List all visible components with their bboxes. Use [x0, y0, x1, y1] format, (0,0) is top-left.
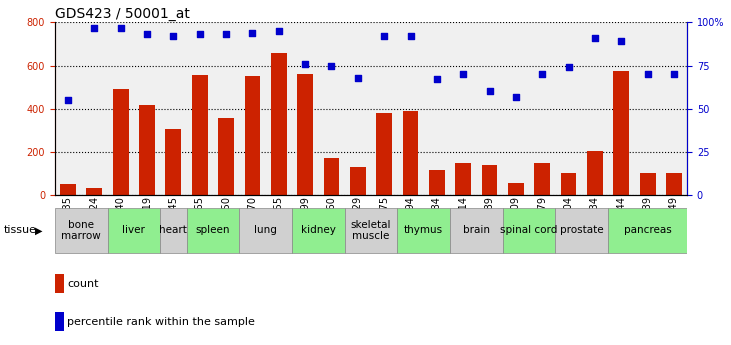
Bar [86, 188, 102, 195]
Bar [666, 173, 682, 195]
Bar [160, 208, 186, 253]
Point [273, 28, 284, 34]
Bar [482, 165, 497, 195]
Bar [403, 111, 418, 195]
Bar [271, 52, 287, 195]
Bar [556, 208, 608, 253]
Point [642, 71, 654, 77]
Text: GDS423 / 50001_at: GDS423 / 50001_at [55, 7, 190, 21]
Bar [239, 208, 292, 253]
Point [537, 71, 548, 77]
Point [88, 25, 100, 30]
Bar [455, 162, 471, 195]
Text: count: count [67, 279, 99, 289]
Point [352, 75, 363, 80]
Point [141, 32, 153, 37]
Bar [376, 113, 392, 195]
Point [115, 25, 126, 30]
Bar [450, 208, 503, 253]
Point [616, 39, 627, 44]
Point [563, 65, 575, 70]
Point [325, 63, 337, 68]
Text: heart: heart [159, 225, 187, 235]
Bar [186, 208, 239, 253]
Bar [503, 208, 556, 253]
Text: percentile rank within the sample: percentile rank within the sample [67, 317, 255, 327]
Point [62, 97, 74, 103]
Point [299, 61, 311, 67]
Text: skeletal
muscle: skeletal muscle [351, 220, 391, 241]
Bar [344, 208, 398, 253]
Text: bone
marrow: bone marrow [61, 220, 101, 241]
Text: lung: lung [254, 225, 277, 235]
Point [668, 71, 680, 77]
Text: kidney: kidney [301, 225, 336, 235]
Point [458, 71, 469, 77]
Bar [613, 71, 629, 195]
Bar [55, 208, 107, 253]
Bar [60, 184, 76, 195]
Bar [165, 129, 181, 195]
Bar [298, 74, 313, 195]
Text: spinal cord: spinal cord [501, 225, 558, 235]
Bar [139, 106, 155, 195]
Bar [508, 183, 524, 195]
Bar [324, 158, 339, 195]
Point [246, 30, 258, 36]
Text: thymus: thymus [404, 225, 443, 235]
Point [405, 33, 417, 39]
Bar [107, 208, 160, 253]
Bar [218, 118, 234, 195]
Bar [587, 151, 603, 195]
Point [194, 32, 205, 37]
Bar [429, 170, 444, 195]
Text: spleen: spleen [196, 225, 230, 235]
Text: liver: liver [122, 225, 145, 235]
Bar [608, 208, 687, 253]
Point [167, 33, 179, 39]
Point [589, 35, 601, 41]
Bar [640, 173, 656, 195]
Point [379, 33, 390, 39]
Text: brain: brain [463, 225, 490, 235]
Bar [244, 76, 260, 195]
Bar [192, 75, 208, 195]
Bar [398, 208, 450, 253]
Point [484, 89, 496, 94]
Bar [113, 89, 129, 195]
Point [431, 77, 443, 82]
Text: pancreas: pancreas [624, 225, 672, 235]
Point [510, 94, 522, 99]
Bar [561, 173, 577, 195]
Text: tissue: tissue [4, 226, 37, 235]
Bar [292, 208, 344, 253]
Text: prostate: prostate [560, 225, 604, 235]
Point [220, 32, 232, 37]
Bar [350, 167, 366, 195]
Text: ▶: ▶ [35, 226, 42, 235]
Bar [534, 162, 550, 195]
